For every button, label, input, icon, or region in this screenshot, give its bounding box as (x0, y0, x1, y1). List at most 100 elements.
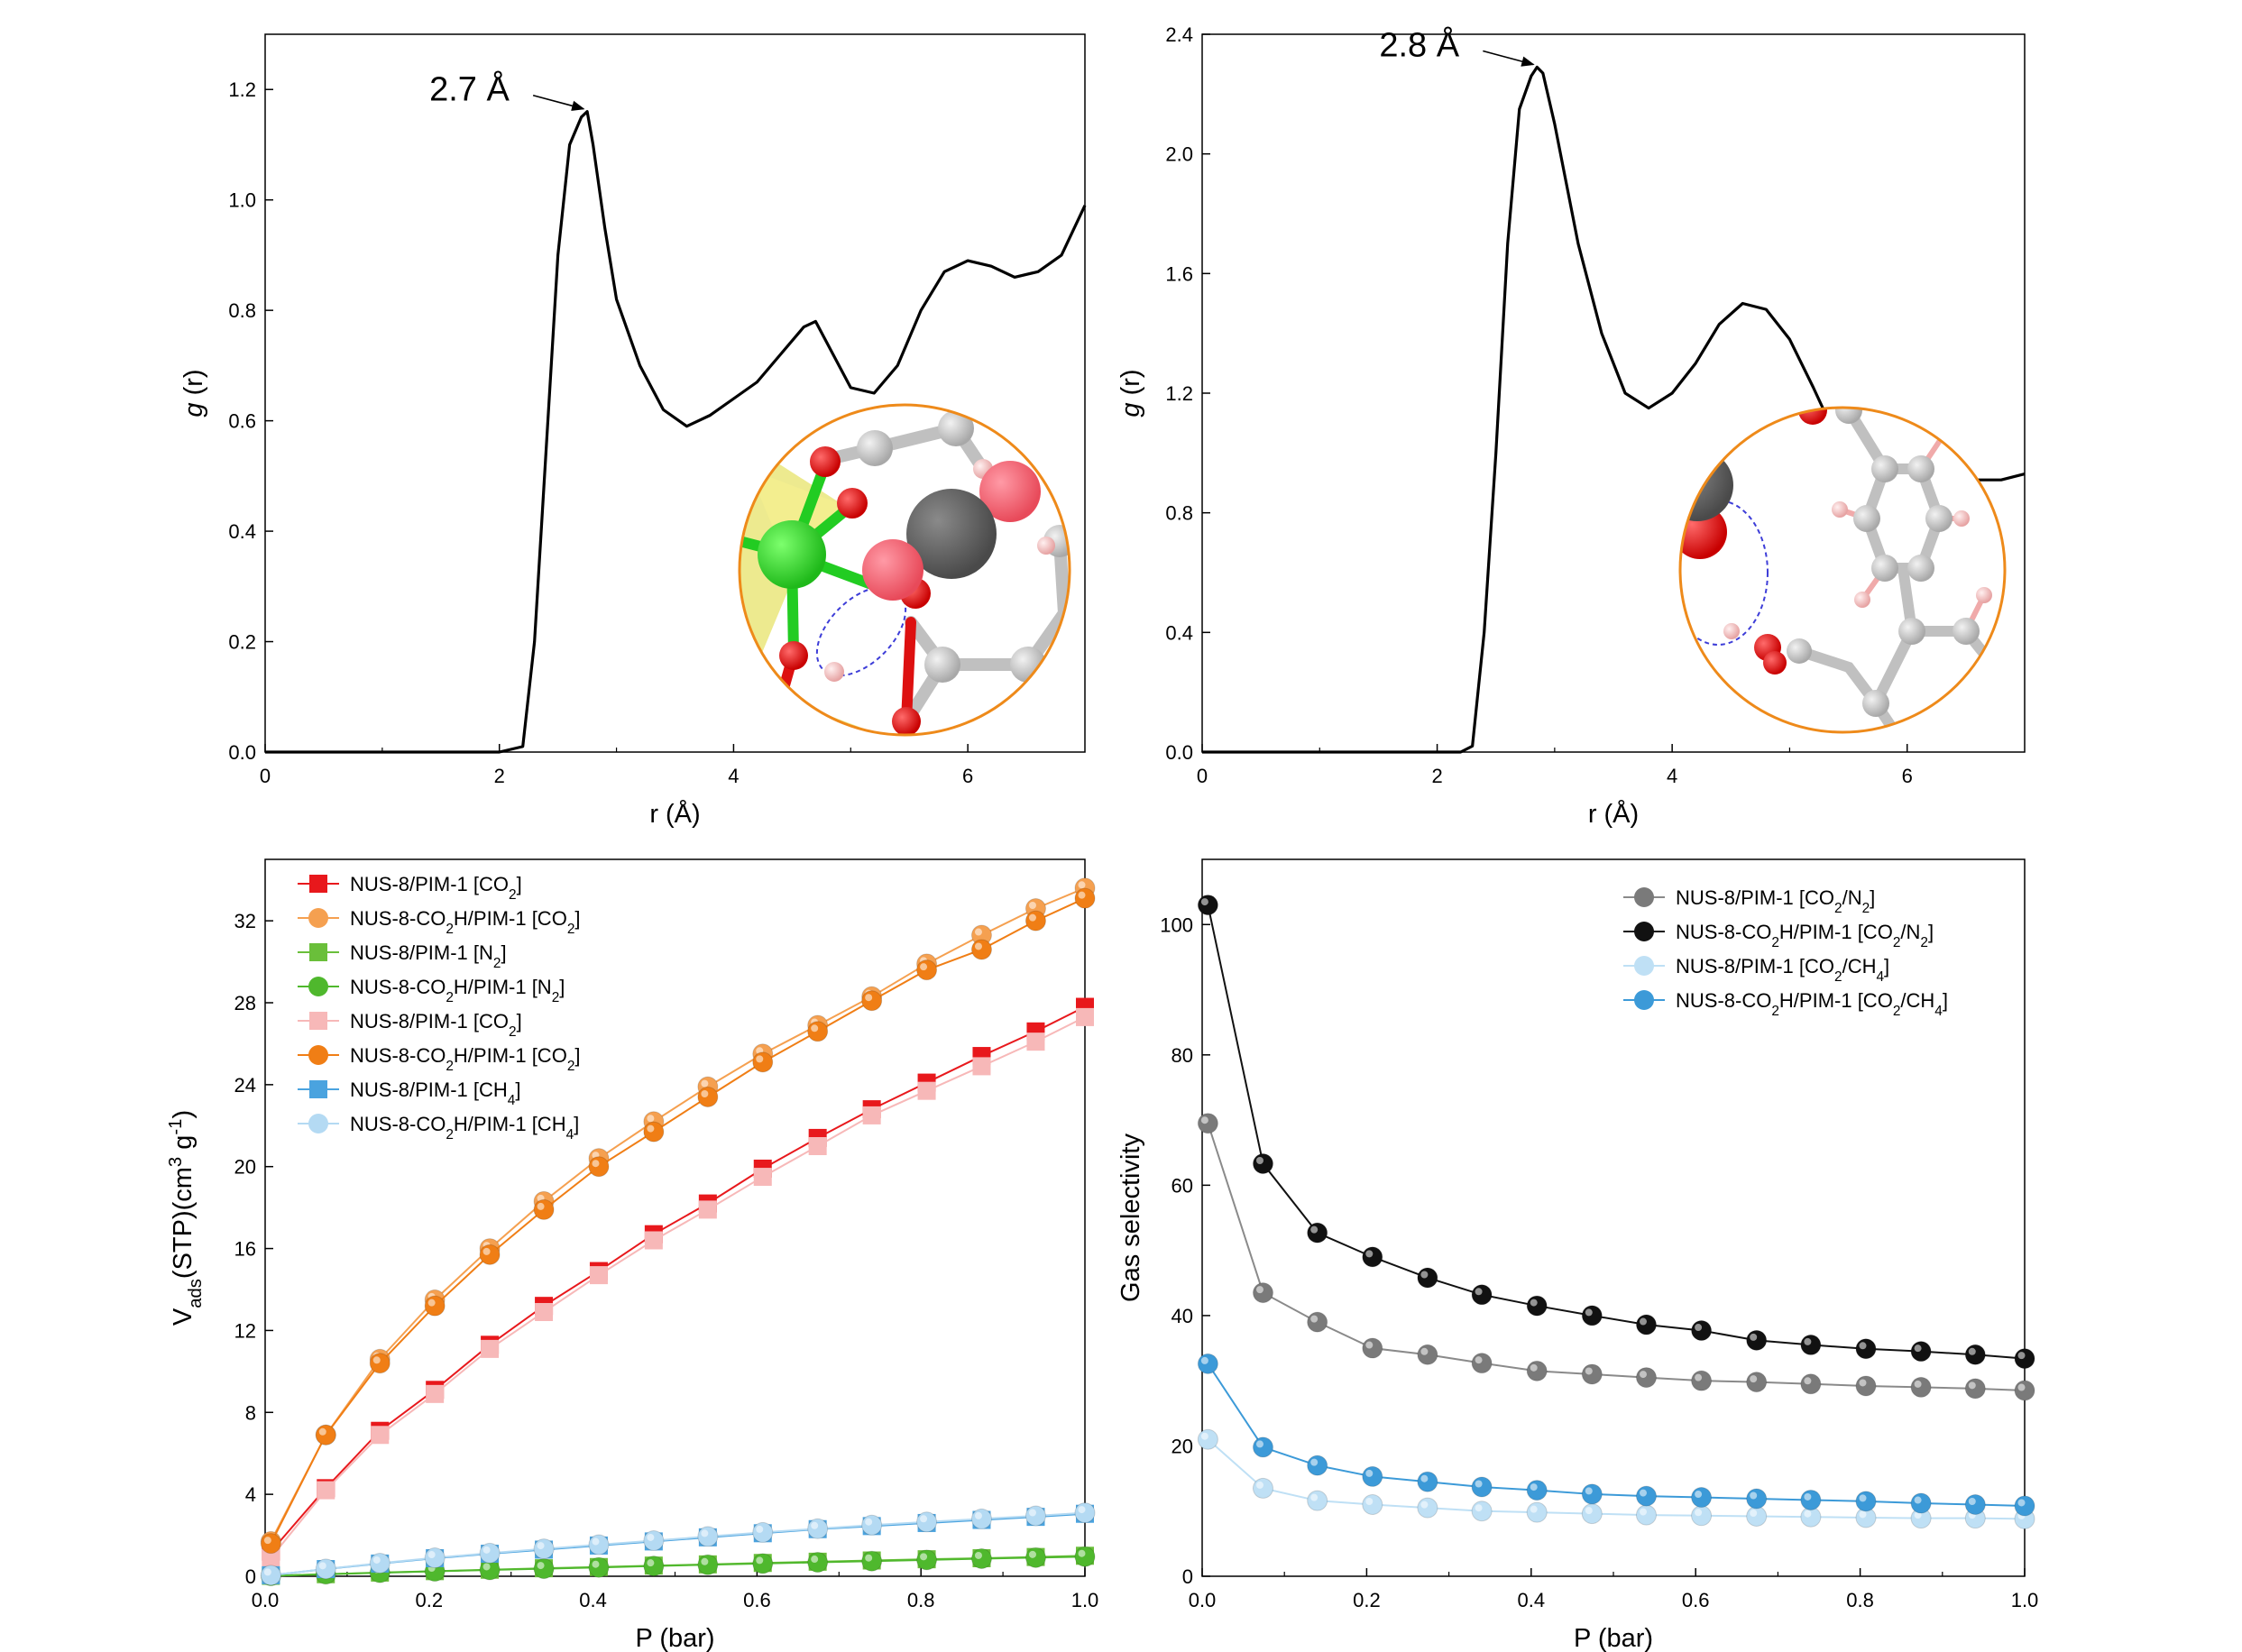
plot-frame (264, 858, 1086, 1577)
data-point-highlight (1078, 1549, 1086, 1557)
data-point (588, 1534, 610, 1556)
y-tick-label: 0.4 (228, 520, 256, 543)
data-point (1025, 1505, 1046, 1527)
legend-marker (309, 943, 327, 961)
data-point (970, 1547, 992, 1569)
peak-annotation: 2.8 Å (1379, 24, 1459, 64)
data-point-highlight (701, 1529, 709, 1537)
data-point-highlight (1695, 1509, 1703, 1517)
x-tick-label: 6 (962, 765, 973, 787)
x-axis-label: r (Å) (1588, 799, 1639, 829)
text-part: (r) (179, 369, 208, 402)
data-point-highlight (647, 1559, 655, 1567)
data-point (697, 1526, 719, 1547)
text-part: g (179, 402, 208, 417)
text-part: NUS-8/PIM-1 [CO (1676, 955, 1834, 977)
y-tick-label: 8 (245, 1401, 256, 1424)
series-line (271, 1556, 1086, 1577)
y-tick-label: 24 (234, 1074, 256, 1097)
data-point-highlight (1028, 1509, 1036, 1517)
data-point-highlight (1585, 1507, 1593, 1515)
text-part: /N (1900, 921, 1920, 943)
data-point (1471, 1353, 1493, 1374)
text-part: 2 (1893, 1004, 1901, 1019)
text-part: 2 (509, 887, 517, 903)
data-point (643, 1121, 665, 1143)
text-part: 2 (567, 1059, 575, 1074)
data-point (1800, 1489, 1822, 1510)
data-point-highlight (1530, 1363, 1538, 1372)
text-part: 2 (446, 922, 454, 937)
data-point (1417, 1344, 1438, 1365)
y-tick-label: 0.8 (1165, 502, 1193, 525)
data-point (916, 959, 938, 981)
data-point (1635, 1314, 1657, 1335)
data-point-highlight (1420, 1501, 1429, 1509)
data-point (260, 1565, 281, 1586)
text-part: Gas selectivity (1116, 1133, 1145, 1302)
legend-marker (1634, 922, 1654, 941)
legend-marker (309, 875, 327, 893)
data-point-highlight (1585, 1308, 1593, 1317)
x-tick-label: 0.0 (252, 1589, 280, 1611)
data-point-highlight (592, 1537, 600, 1546)
y-tick-label: 0.0 (228, 741, 256, 764)
data-point (1252, 1153, 1273, 1175)
text-part: 2 (509, 1024, 517, 1040)
y-tick-label: 0.2 (228, 631, 256, 654)
data-point (1074, 1546, 1096, 1567)
data-point (369, 1552, 391, 1574)
y-tick-label: 0.4 (1165, 621, 1193, 644)
data-point-highlight (1695, 1324, 1703, 1332)
x-axis-label: P (bar) (1574, 1624, 1653, 1652)
data-point-highlight (2017, 1383, 2026, 1391)
text-part: ] (559, 976, 565, 998)
text-part: 4 (566, 1127, 574, 1143)
data-point-highlight (1639, 1508, 1647, 1516)
text-part: 2 (1920, 935, 1928, 950)
text-part: 2 (1834, 901, 1842, 916)
text-part: ] (515, 1078, 520, 1101)
data-point-highlight (1365, 1341, 1374, 1349)
data-point (916, 1549, 938, 1571)
data-point (260, 1533, 281, 1555)
text-part: H/PIM-1 [CO (454, 907, 567, 930)
data-point (1800, 1334, 1822, 1355)
data-point-highlight (1310, 1225, 1319, 1234)
data-point-highlight (865, 994, 873, 1002)
data-point-highlight (1750, 1510, 1758, 1518)
data-point-highlight (1255, 1481, 1263, 1489)
text-part: ] (501, 941, 506, 964)
y-tick-label: 80 (1172, 1044, 1193, 1067)
data-point (1581, 1503, 1603, 1525)
data-point-highlight (2017, 1352, 2026, 1360)
text-part: NUS-8-CO (350, 1044, 446, 1067)
y-tick-label: 1.6 (1165, 262, 1193, 285)
text-part: (STP)(cm (169, 1167, 198, 1279)
text-part: /CH (1900, 989, 1934, 1012)
data-point-highlight (1028, 913, 1036, 922)
legend-label: NUS-8-CO2H/PIM-1 [CO2] (350, 1044, 581, 1074)
data-point-highlight (701, 1089, 709, 1097)
data-point-highlight (701, 1079, 709, 1088)
text-part: 2 (446, 1127, 454, 1143)
data-point (807, 1021, 829, 1042)
data-point-highlight (1914, 1345, 1922, 1353)
data-point-highlight (974, 1551, 982, 1559)
text-part: 2 (446, 1059, 454, 1074)
data-point (1362, 1337, 1383, 1359)
data-point-highlight (811, 1024, 819, 1032)
data-point (533, 1558, 555, 1580)
data-point (697, 1086, 719, 1107)
data-point-highlight (1078, 881, 1086, 889)
data-point-highlight (1200, 898, 1208, 906)
data-point (1252, 1436, 1273, 1458)
data-point-highlight (1255, 1440, 1263, 1448)
data-point (588, 1156, 610, 1178)
data-point-highlight (537, 1562, 545, 1570)
data-point (1635, 1504, 1657, 1526)
data-point-highlight (318, 1427, 326, 1436)
text-part: 2 (1771, 935, 1779, 950)
text-part: g (1116, 402, 1145, 417)
